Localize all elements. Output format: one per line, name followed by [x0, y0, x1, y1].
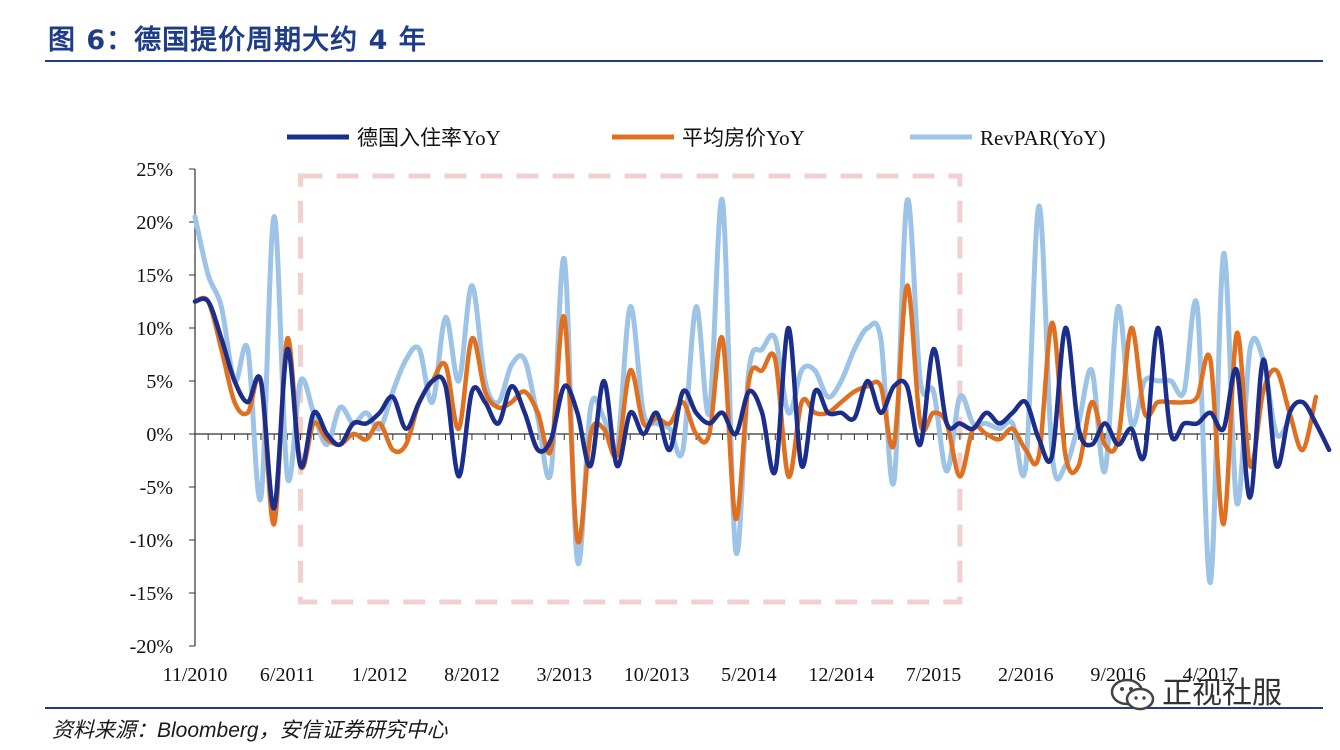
y-tick-label: 10%: [136, 318, 173, 340]
legend-label-2: RevPAR(YoY): [980, 126, 1105, 150]
x-tick-label: 1/2012: [352, 664, 408, 686]
y-tick-label: 5%: [146, 371, 173, 393]
watermark-text: 正视社服: [1162, 676, 1282, 711]
y-axis: 25% 20% 15% 10% 5% 0% -5% -10% -15% -20%: [130, 159, 196, 658]
y-tick-label: -20%: [130, 636, 173, 658]
legend-label-0: 德国入住率YoY: [357, 126, 501, 150]
y-tick-label: 20%: [136, 212, 173, 234]
x-tick-label: 6/2011: [260, 664, 315, 686]
series-line-2: [192, 196, 1293, 585]
line-chart: 德国入住率YoY 平均房价YoY RevPAR(YoY) 25% 20% 15% 10% 5…: [130, 126, 1332, 686]
x-tick-label: 7/2015: [906, 664, 962, 686]
wechat-icon: [1110, 678, 1155, 710]
x-tick-label: 3/2013: [536, 664, 592, 686]
source-prefix: 资料来源：: [52, 718, 157, 742]
x-tick-label: 4/2017: [1183, 664, 1239, 686]
source-name: Bloomberg: [157, 719, 259, 742]
x-axis: 11/2010 6/2011 1/2012 8/2012 3/2013 10/2013 5/…: [163, 433, 1251, 686]
y-tick-label: 25%: [136, 159, 173, 181]
figure-title: 图 6：德国提价周期大约 4 年: [48, 25, 427, 56]
watermark: 正视社服: [1110, 668, 1282, 712]
x-tick-label: 2/2016: [998, 664, 1054, 686]
y-tick-label: -15%: [130, 583, 173, 605]
source-note: 资料来源：Bloomberg，安信证券研究中心: [52, 714, 448, 744]
y-tick-label: -10%: [130, 530, 173, 552]
source-suffix: ，安信证券研究中心: [258, 718, 448, 742]
legend: 德国入住率YoY 平均房价YoY RevPAR(YoY): [287, 126, 1105, 150]
legend-label-1: 平均房价YoY: [682, 126, 805, 150]
x-tick-label: 8/2012: [444, 664, 500, 686]
x-tick-label: 11/2010: [163, 664, 228, 686]
series-line-1: [192, 283, 1319, 545]
x-tick-label: 10/2013: [624, 664, 690, 686]
y-tick-label: -5%: [140, 477, 173, 499]
y-tick-label: 0%: [146, 424, 173, 446]
x-tick-label: 12/2014: [808, 664, 874, 686]
series-line-0: [192, 296, 1332, 511]
bottom-rule: [45, 707, 1323, 709]
x-tick-label: 5/2014: [721, 664, 777, 686]
y-tick-label: 15%: [136, 265, 173, 287]
top-rule: [45, 60, 1323, 62]
series-layer: [192, 196, 1332, 585]
